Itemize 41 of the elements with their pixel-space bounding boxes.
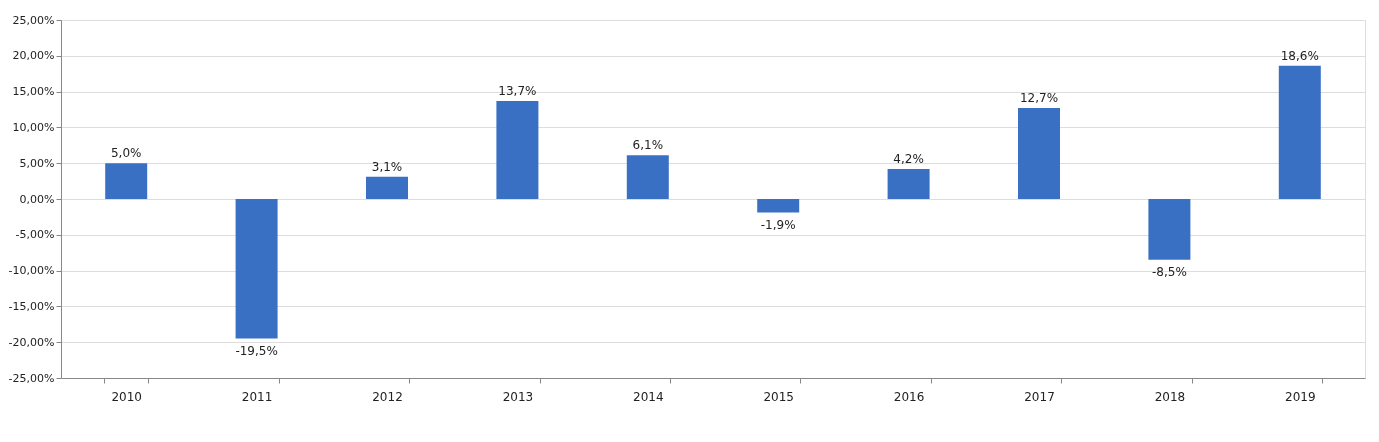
data-label: 6,1% (632, 138, 664, 153)
x-tick-label: 2017 (1024, 389, 1055, 404)
x-tick-label: 2012 (372, 389, 403, 404)
data-label: 18,6% (1280, 48, 1319, 63)
bar (757, 199, 800, 213)
bar (1148, 199, 1191, 260)
x-tick-label: 2018 (1154, 389, 1186, 404)
data-label: 3,1% (371, 159, 403, 174)
data-label: 4,2% (893, 151, 924, 166)
bar (887, 168, 930, 199)
x-tick-label: 2015 (763, 389, 794, 404)
y-tick-label: -10,00% (8, 264, 55, 278)
y-tick-label: -25,00% (8, 371, 55, 385)
data-label: -19,5% (235, 343, 278, 358)
x-tick-label: 2016 (893, 389, 925, 404)
y-tick-label: -15,00% (8, 299, 55, 313)
data-label: 5,0% (110, 146, 142, 161)
bar (1278, 65, 1321, 199)
x-tick-label: 2019 (1285, 389, 1316, 404)
bar (366, 176, 408, 199)
bar (496, 100, 539, 199)
x-tick-label: 2013 (502, 389, 534, 404)
y-tick-label: -20,00% (8, 335, 55, 349)
x-tick-label: 2011 (241, 389, 273, 404)
data-label: 13,7% (498, 83, 537, 98)
bar (626, 155, 669, 199)
y-tick-label: 15,00% (12, 85, 55, 99)
y-tick-label: 0,00% (19, 192, 55, 206)
data-label: 12,7% (1019, 91, 1059, 106)
bar (235, 199, 278, 339)
x-tick-label: 2014 (633, 389, 664, 404)
y-tick-label: 20,00% (12, 49, 55, 63)
bar (105, 163, 148, 199)
bar (1018, 108, 1060, 199)
data-label: -1,9% (760, 217, 796, 232)
y-tick-label: 25,00% (12, 13, 55, 27)
y-tick-label: 5,00% (19, 156, 55, 170)
y-tick-label: 10,00% (12, 120, 55, 134)
data-label: -8,5% (1151, 264, 1187, 279)
x-tick-label: 2010 (111, 389, 142, 404)
y-tick-label: -5,00% (15, 228, 55, 242)
